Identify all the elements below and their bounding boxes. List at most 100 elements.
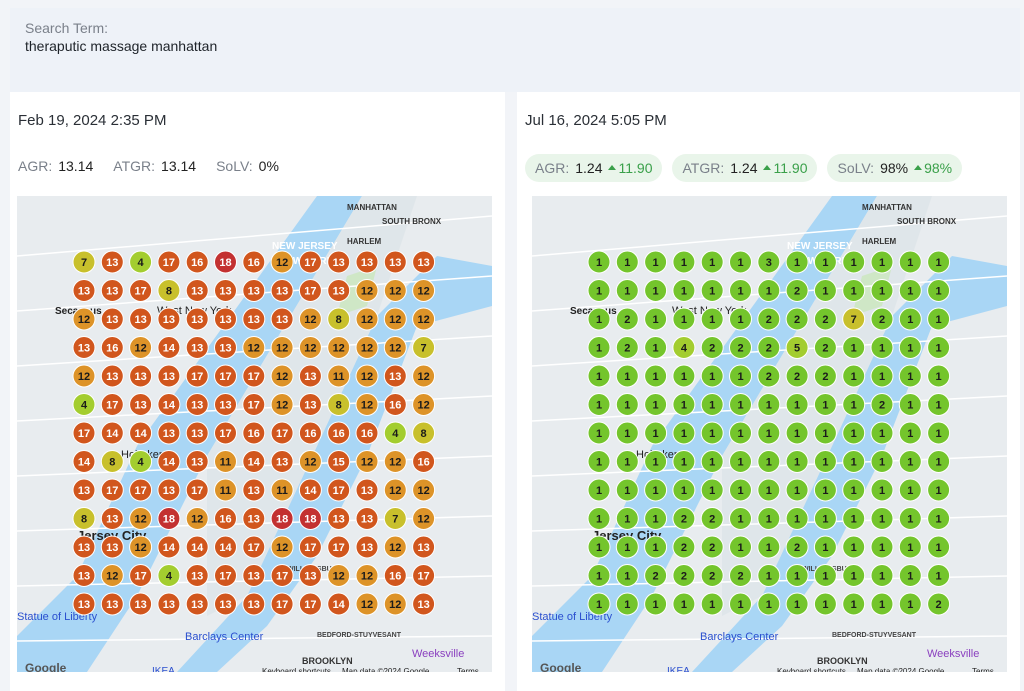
rank-pin	[412, 279, 436, 302]
rank-pin	[729, 279, 752, 302]
rank-value: 1	[822, 571, 828, 583]
rank-pin	[587, 535, 611, 559]
rank-value: 1	[624, 428, 630, 440]
rank-value: 1	[907, 371, 913, 383]
date: Jul 16, 2024 5:05 PM	[525, 112, 667, 129]
rank-value: 11	[333, 371, 345, 383]
rank-value: 16	[248, 428, 260, 440]
rank-value: 13	[219, 599, 231, 611]
rank-value: 12	[361, 371, 373, 383]
rank-value: 1	[794, 485, 800, 497]
rank-value: 1	[794, 571, 800, 583]
rank-value: 17	[219, 371, 231, 383]
rank-pin	[214, 336, 237, 359]
rank-value: 12	[78, 314, 90, 326]
rank-value: 12	[333, 343, 345, 355]
panel: Jul 16, 2024 5:05 PM AGR: 1.24 11.90 ATGR: 1.…	[517, 92, 1020, 691]
rank-value: 2	[879, 314, 885, 326]
rank-pin	[587, 307, 611, 331]
rank-value: 2	[681, 542, 687, 554]
rank-value: 14	[163, 542, 176, 554]
rank-value: 7	[392, 514, 398, 526]
rank-value: 17	[304, 286, 316, 298]
rank-value: 12	[361, 343, 373, 355]
rank-value: 1	[653, 314, 659, 326]
rank-value: 12	[361, 457, 373, 469]
rank-pin	[615, 364, 639, 388]
metric-value: 1.24	[730, 160, 758, 176]
rank-pin	[615, 250, 639, 274]
rank-pin	[298, 507, 322, 530]
rank-pin	[129, 421, 153, 445]
rank-pin	[298, 364, 322, 388]
rank-value: 4	[81, 400, 88, 412]
map-label: Statue of Liberty	[17, 611, 98, 623]
metric: AGR: 1.24 11.90	[525, 154, 663, 182]
rank-pin	[927, 592, 951, 616]
metric: SoLV: 0%	[216, 154, 289, 178]
rank-pin	[185, 307, 209, 331]
rank-pin	[700, 307, 724, 331]
rank-value: 1	[737, 286, 743, 298]
rank-pin	[214, 250, 237, 274]
rank-pin	[870, 564, 894, 587]
rank-pin	[242, 279, 266, 302]
rank-value: 1	[822, 457, 828, 469]
rank-value: 1	[596, 571, 602, 583]
rank-pin	[644, 393, 668, 416]
rank-value: 17	[248, 371, 260, 383]
rank-value: 1	[653, 343, 659, 355]
rank-pin	[298, 336, 322, 359]
rank-value: 8	[336, 314, 342, 326]
rank-value: 12	[389, 343, 401, 355]
rank-value: 2	[709, 542, 715, 554]
rank-value: 12	[248, 343, 260, 355]
rank-pin	[813, 535, 837, 559]
rank-pin	[729, 421, 752, 445]
rank-pin	[298, 250, 322, 274]
rank-pin	[412, 507, 436, 530]
rank-pin	[700, 592, 724, 616]
rank-value: 13	[191, 457, 203, 469]
rank-pin	[72, 307, 96, 331]
rank-value: 17	[304, 542, 316, 554]
rank-value: 1	[653, 514, 659, 526]
rank-value: 17	[276, 599, 288, 611]
rank-value: 13	[276, 314, 288, 326]
rank-pin	[327, 450, 351, 473]
rank-pin	[785, 564, 809, 587]
rank-pin	[870, 250, 894, 274]
rank-value: 1	[737, 485, 743, 497]
rank-value: 1	[851, 514, 857, 526]
rank-pin	[757, 336, 781, 359]
map-label: IKEA	[152, 666, 175, 672]
rank-value: 1	[737, 428, 743, 440]
rank-value: 1	[936, 457, 942, 469]
rank-value: 17	[276, 428, 288, 440]
rank-value: 13	[248, 599, 260, 611]
rank-pin	[729, 336, 752, 359]
rank-pin	[157, 336, 181, 359]
rank-pin	[927, 535, 951, 559]
rank-pin	[898, 279, 922, 302]
rank-pin	[729, 393, 752, 416]
rank-pin	[327, 364, 351, 388]
rank-value: 12	[417, 314, 429, 326]
rank-pin	[242, 336, 266, 359]
rank-value: 12	[134, 514, 146, 526]
rank-pin	[270, 535, 294, 559]
map-label: SOUTH BRONX	[897, 217, 957, 226]
rank-pin	[842, 250, 866, 274]
rank-value: 1	[879, 542, 885, 554]
map-label: BEDFORD-STUYVESANT	[317, 632, 402, 639]
rank-value: 1	[907, 599, 913, 611]
rank-value: 1	[766, 400, 772, 412]
rank-pin	[898, 307, 922, 331]
rank-value: 17	[134, 571, 146, 583]
rank-value: 1	[851, 257, 857, 269]
rank-pin	[672, 279, 696, 302]
metric: ATGR: 13.14	[113, 154, 206, 178]
rank-value: 12	[276, 257, 288, 269]
rank-value: 1	[653, 428, 659, 440]
rank-value: 17	[106, 400, 118, 412]
